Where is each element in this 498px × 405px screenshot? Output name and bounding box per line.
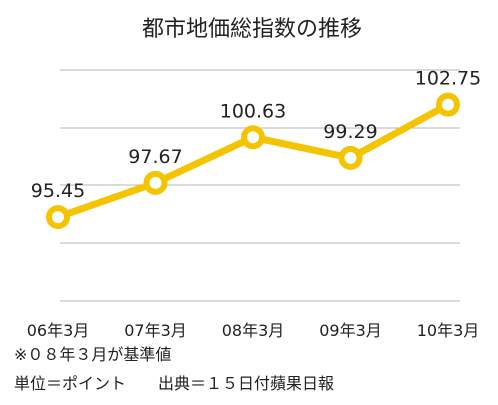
x-tick-label-1: 06年3月 <box>27 321 90 340</box>
x-tick-label-3: 08年3月 <box>222 321 285 340</box>
unit-source-note: 単位＝ポイント 出典＝１５日付蘋果日報 <box>14 374 335 393</box>
data-label-3: 100.63 <box>220 100 286 122</box>
data-point-2 <box>143 170 168 195</box>
chart-title: 都市地価総指数の推移 <box>142 17 362 42</box>
base-year-note: ※０８年３月が基準値 <box>14 345 172 364</box>
x-tick-label-4: 09年3月 <box>319 321 382 340</box>
data-point-5 <box>436 92 460 117</box>
data-label-4: 99.29 <box>323 121 377 143</box>
x-tick-label-5: 10年3月 <box>417 321 480 340</box>
data-point-3 <box>241 125 265 150</box>
data-label-5: 102.75 <box>415 68 481 90</box>
data-label-1: 95.45 <box>31 180 85 202</box>
x-tick-label-2: 07年3月 <box>124 321 187 340</box>
data-points <box>46 92 460 230</box>
data-point-1 <box>46 205 70 230</box>
data-label-2: 97.67 <box>128 146 182 168</box>
data-point-4 <box>338 145 363 170</box>
x-axis-tick-labels: 06年3月 07年3月 08年3月 09年3月 10年3月 <box>27 321 480 340</box>
data-labels: 95.45 97.67 100.63 99.29 102.75 <box>31 68 481 202</box>
